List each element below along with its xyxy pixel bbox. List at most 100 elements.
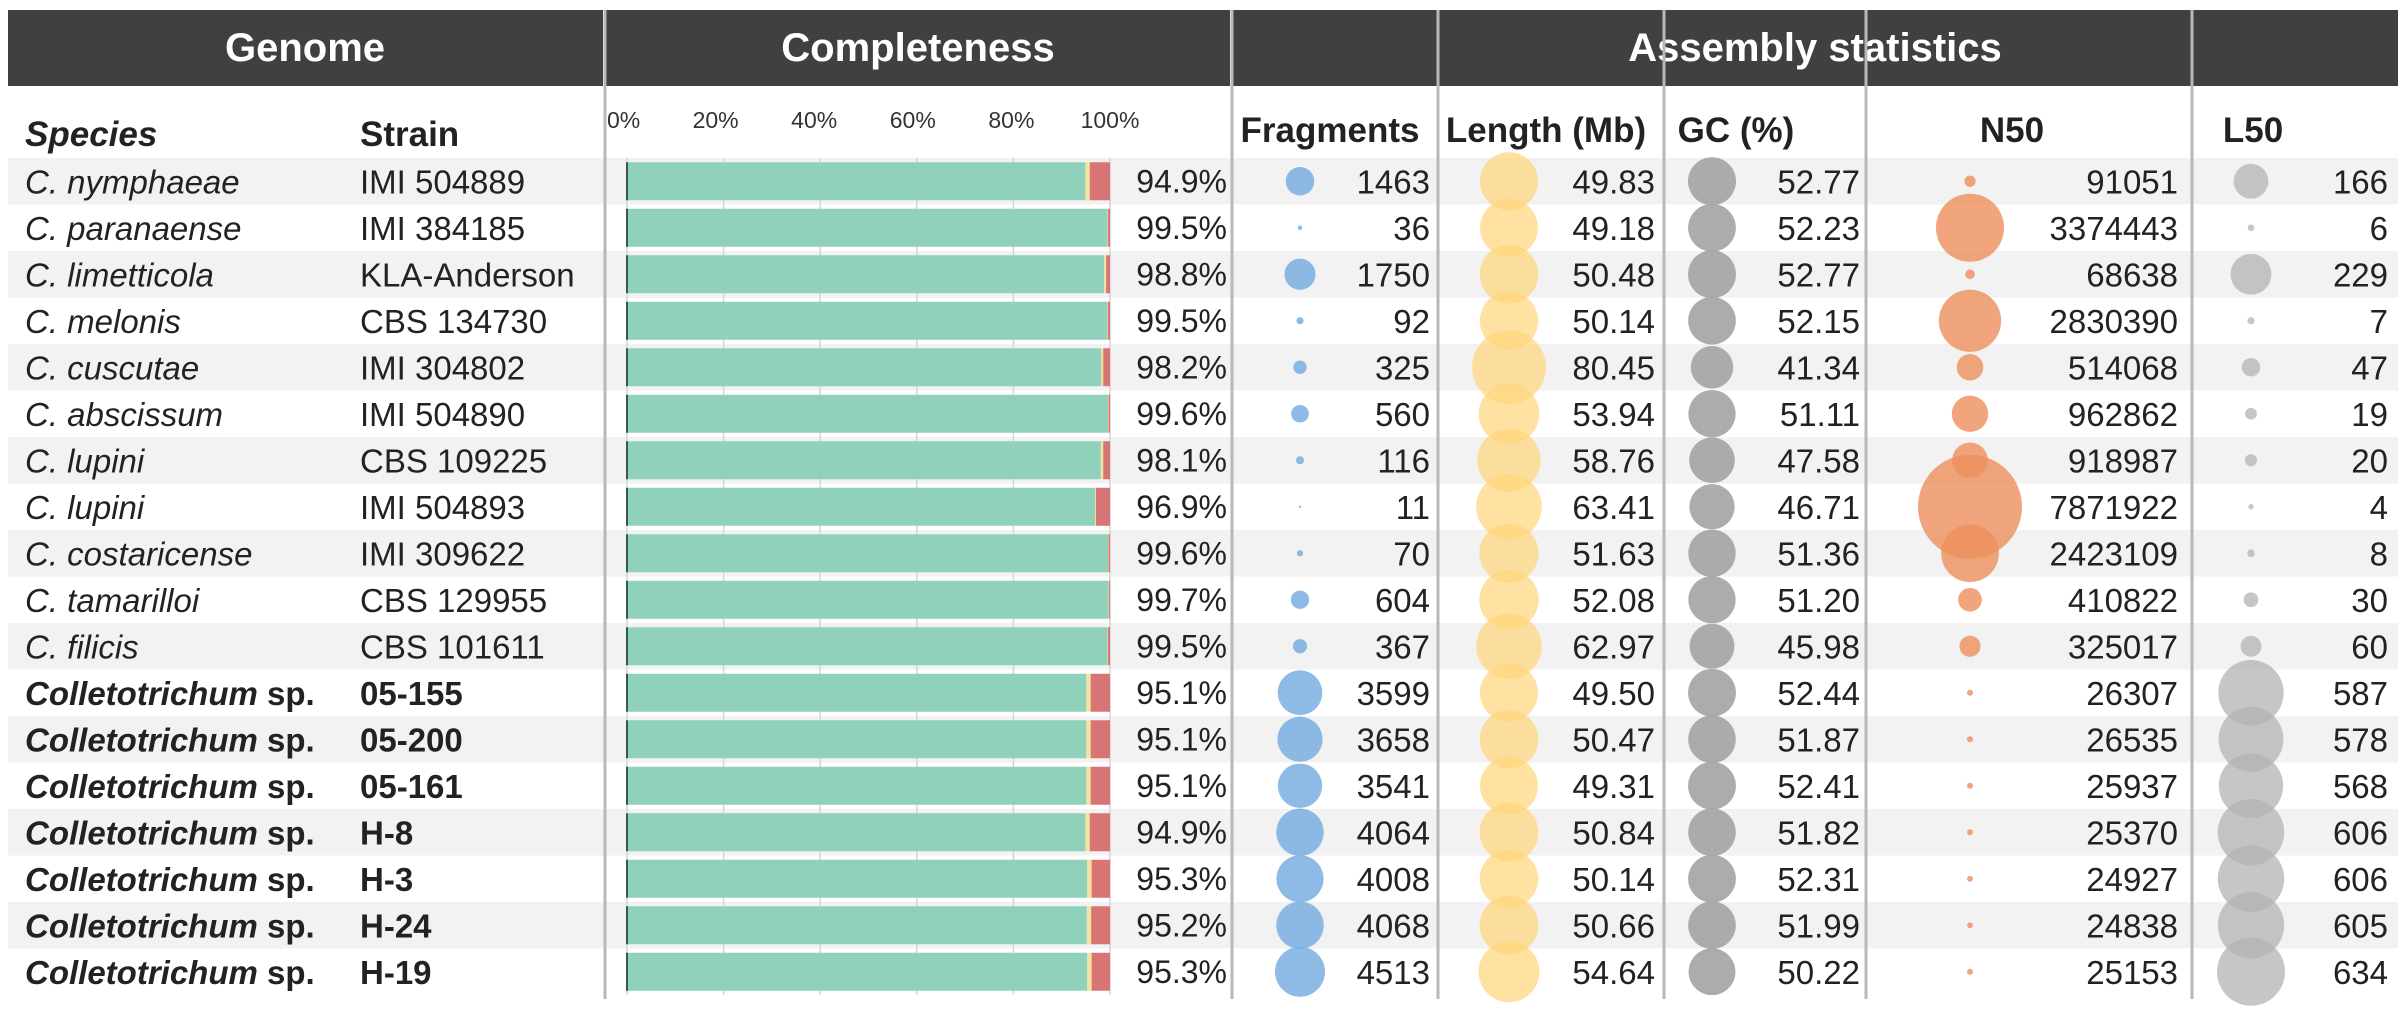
completeness-label: 95.1% (1136, 721, 1227, 757)
species-label: C. costaricense (25, 535, 252, 572)
bar-fragmented (1085, 813, 1090, 852)
fragments-bubble (1295, 456, 1305, 465)
fragments-value: 560 (1375, 396, 1430, 433)
l50-value: 606 (2333, 861, 2388, 898)
n50-bubble (1965, 269, 1975, 280)
bar-missing (1095, 487, 1110, 526)
completeness-label: 95.2% (1136, 907, 1227, 943)
gc-value: 52.31 (1777, 861, 1860, 898)
strain-label: 05-161 (360, 768, 463, 805)
strain-label: H-8 (360, 814, 413, 851)
length-bubble (1479, 523, 1539, 583)
row-stripe (8, 902, 2398, 949)
l50-value: 30 (2351, 582, 2388, 619)
l50-bubble (2243, 592, 2259, 608)
l50-bubble (2240, 635, 2262, 657)
length-bubble (1478, 383, 1540, 445)
fragments-value: 3541 (1357, 768, 1430, 805)
bar-missing (1108, 208, 1110, 247)
gc-value: 51.99 (1777, 907, 1860, 944)
length-bubble (1479, 895, 1539, 955)
bar-missing (1090, 673, 1110, 712)
bar-missing (1108, 301, 1110, 340)
strain-label: IMI 504889 (360, 163, 525, 200)
gc-bubble (1689, 484, 1735, 530)
bar-complete (627, 766, 1087, 805)
bar-fragmented (1107, 208, 1109, 247)
length-value: 50.48 (1572, 256, 1655, 293)
completeness-label: 98.2% (1136, 349, 1227, 385)
length-bubble (1476, 613, 1542, 679)
n50-bubble (1967, 782, 1973, 789)
completeness-label: 94.9% (1136, 163, 1227, 199)
fragments-value: 4068 (1357, 907, 1430, 944)
fragments-bubble (1296, 550, 1304, 557)
n50-bubble (1964, 175, 1976, 187)
species-label: C. limetticola (25, 256, 214, 293)
bar-fragmented (1107, 627, 1109, 666)
n50-bubble (1935, 193, 2005, 262)
n50-bubble (1966, 736, 1974, 743)
fragments-bubble (1275, 946, 1325, 997)
fragments-bubble (1291, 404, 1309, 423)
completeness-header: Completeness (781, 26, 1054, 70)
gc-value: 51.82 (1777, 814, 1860, 851)
length-bubble (1479, 849, 1539, 908)
gc-bubble (1688, 668, 1736, 717)
bar-fragmented (1104, 255, 1107, 294)
species-label: C. cuscutae (25, 349, 199, 386)
n50-value: 918987 (2068, 442, 2178, 479)
n50-value: 26535 (2086, 721, 2178, 758)
gc-bubble (1688, 576, 1736, 624)
row-stripe (8, 158, 2398, 205)
row-stripe (8, 344, 2398, 391)
completeness-label: 99.5% (1136, 210, 1227, 246)
species-sp: sp. (258, 907, 315, 944)
length-bubble (1480, 198, 1538, 257)
gc-bubble (1688, 529, 1736, 577)
bar-complete (627, 487, 1096, 526)
fragments-bubble (1296, 317, 1304, 325)
fragments-bubble (1276, 855, 1324, 903)
completeness-label: 99.6% (1136, 396, 1227, 432)
n50-value: 514068 (2068, 349, 2178, 386)
n50-bubble (1918, 454, 2022, 559)
n50-bubble (1958, 587, 1982, 612)
axis-tick-label: 60% (890, 107, 936, 133)
species-label: Colletotrichum sp. (25, 768, 315, 805)
n50-value: 25937 (2086, 768, 2178, 805)
length-value: 50.14 (1572, 861, 1655, 898)
length-bubble (1477, 428, 1541, 492)
fragments-bubble (1292, 639, 1308, 654)
l50-bubble (2247, 224, 2255, 232)
length-value: 51.63 (1572, 535, 1655, 572)
species-label: Colletotrichum sp. (25, 814, 315, 851)
l50-bubble (2241, 357, 2261, 377)
species-label: C. paranaense (25, 210, 241, 247)
completeness-label: 95.3% (1136, 954, 1227, 990)
l50-bubble (2218, 660, 2284, 726)
l50-bubble (2244, 454, 2258, 467)
bar-complete (627, 208, 1108, 247)
gc-value: 52.77 (1777, 163, 1860, 200)
gc-bubble (1688, 715, 1736, 764)
species-genus: Colletotrichum (25, 721, 258, 758)
bar-complete (627, 255, 1105, 294)
bar-fragmented (1101, 348, 1104, 387)
gc-bubble (1689, 437, 1735, 484)
strain-label: IMI 309622 (360, 535, 525, 572)
fragments-value: 367 (1375, 628, 1430, 665)
fragments-bubble (1297, 225, 1303, 230)
bar-missing (1091, 952, 1110, 991)
assembly-bubbles (1275, 152, 2285, 1006)
l50-value: 6 (2370, 210, 2388, 247)
gc-value: 50.22 (1777, 954, 1860, 991)
strain-label: H-24 (360, 907, 432, 944)
bar-fragmented (1086, 673, 1091, 712)
n50-value: 68638 (2086, 256, 2178, 293)
gc-value: 52.15 (1777, 303, 1860, 340)
species-label: C. lupini (25, 442, 146, 479)
l50-bubble (2245, 407, 2257, 420)
axis-tick-label: 80% (988, 107, 1034, 133)
gc-value: 46.71 (1777, 489, 1860, 526)
